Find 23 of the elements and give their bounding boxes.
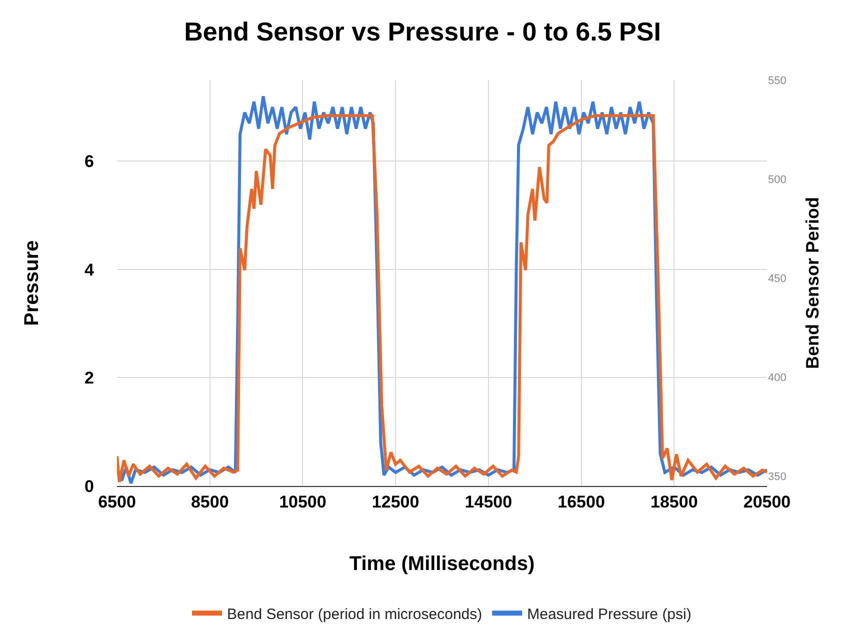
- x-tick-label: 20500: [743, 492, 791, 512]
- x-tick-label: 14500: [464, 492, 512, 512]
- legend-label: Bend Sensor (period in microseconds): [227, 606, 482, 623]
- y-tick-label: 0: [84, 476, 94, 496]
- x-tick-label: 12500: [372, 492, 420, 512]
- y-tick-label: 2: [84, 368, 94, 388]
- x-axis-title: Time (Milliseconds): [349, 552, 535, 575]
- y2-tick-label: 450: [768, 272, 786, 285]
- y-tick-label: 4: [84, 260, 95, 280]
- x-tick-label: 10500: [279, 492, 326, 512]
- y-axis-title: Pressure: [21, 240, 44, 326]
- y2-tick-label: 350: [768, 470, 786, 483]
- y2-tick-label: 400: [768, 372, 786, 384]
- x-tick-label: 6500: [98, 492, 136, 512]
- y2-tick-label: 550: [768, 74, 786, 87]
- x-tick-label: 8500: [190, 492, 229, 512]
- y2-tick-label: 500: [768, 174, 786, 186]
- chart-title: Bend Sensor vs Pressure - 0 to 6.5 PSI: [184, 16, 661, 47]
- y-tick-label: 6: [84, 152, 94, 172]
- x-tick-label: 16500: [558, 492, 605, 512]
- x-tick-label: 18500: [650, 492, 698, 512]
- legend-label: Measured Pressure (psi): [527, 606, 692, 623]
- y2-axis-title: Bend Sensor Period: [802, 196, 822, 370]
